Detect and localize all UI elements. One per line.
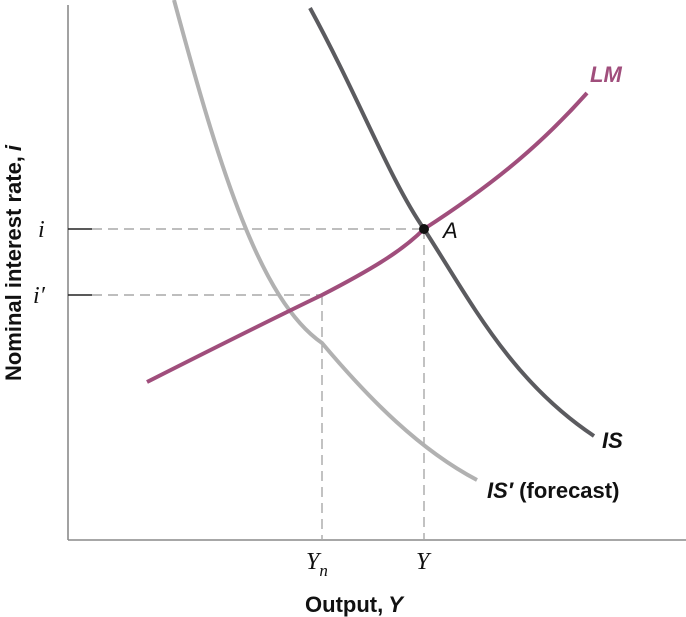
is-prime-label-note: (forecast)	[513, 478, 619, 503]
is-curve-label: IS	[602, 428, 623, 453]
point-a-label: A	[441, 218, 458, 243]
is-prime-curve-label: IS′ (forecast)	[487, 478, 619, 503]
y-axis-title-text: Nominal interest rate,	[1, 156, 26, 381]
x-axis-title: Output, Y	[305, 592, 405, 617]
lm-curve-label: LM	[590, 62, 622, 87]
x-axis-title-text: Output,	[305, 592, 383, 617]
tick-label-y: Y	[416, 549, 432, 575]
tick-label-yn-main: Y	[306, 549, 322, 575]
y-axis-title: Nominal interest rate, i	[1, 144, 26, 381]
lm-curve	[146, 91, 589, 384]
y-axis-title-symbol: i	[1, 144, 26, 151]
tick-label-yn-sub: n	[319, 561, 328, 580]
equilibrium-point-a	[419, 224, 429, 234]
tick-label-i-prime: i′	[33, 283, 46, 309]
tick-label-i: i	[38, 217, 45, 243]
is-prime-curve	[172, 0, 478, 482]
x-axis-title-symbol: Y	[388, 592, 405, 617]
tick-label-yn: Yn	[306, 549, 328, 580]
is-prime-label-main: IS′	[487, 478, 515, 503]
